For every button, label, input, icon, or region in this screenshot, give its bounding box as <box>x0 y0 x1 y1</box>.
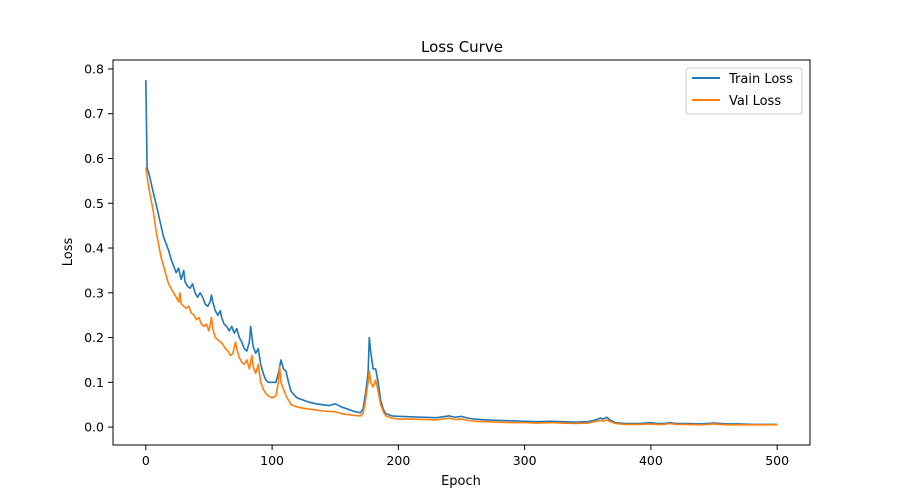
y-tick-label: 0.7 <box>84 106 104 121</box>
y-axis-label: Loss <box>61 238 76 267</box>
legend-label-val: Val Loss <box>729 94 781 109</box>
series-line-train-loss <box>145 80 778 426</box>
y-axis: 0.0 0.1 0.2 0.3 0.4 0.5 0.6 0.7 0.8 <box>84 61 113 435</box>
x-tick-label: 400 <box>639 453 663 468</box>
y-tick-label: 0.1 <box>84 375 104 390</box>
x-axis-label: Epoch <box>441 474 481 489</box>
x-tick-label: 200 <box>386 453 410 468</box>
y-tick-label: 0.6 <box>84 151 104 166</box>
y-tick-label: 0.3 <box>84 285 104 300</box>
y-tick-label: 0.4 <box>84 241 104 256</box>
legend: Train Loss Val Loss <box>685 67 803 115</box>
y-tick-label: 0.2 <box>84 330 104 345</box>
series-line-val-loss <box>145 167 778 426</box>
legend-box <box>685 67 803 115</box>
x-tick-label: 100 <box>260 453 284 468</box>
x-tick-label: 0 <box>142 453 150 468</box>
axes-frame <box>112 59 811 446</box>
y-tick-label: 0.8 <box>84 61 104 76</box>
x-tick-label: 500 <box>765 453 789 468</box>
x-tick-label: 300 <box>513 453 537 468</box>
chart-title: Loss Curve <box>421 38 503 56</box>
y-tick-label: 0.0 <box>84 420 104 435</box>
plot-area <box>112 59 811 446</box>
series-lines <box>145 80 778 426</box>
legend-label-train: Train Loss <box>728 72 793 87</box>
x-axis: 0 100 200 300 400 500 <box>142 445 789 468</box>
y-tick-label: 0.5 <box>84 196 104 211</box>
